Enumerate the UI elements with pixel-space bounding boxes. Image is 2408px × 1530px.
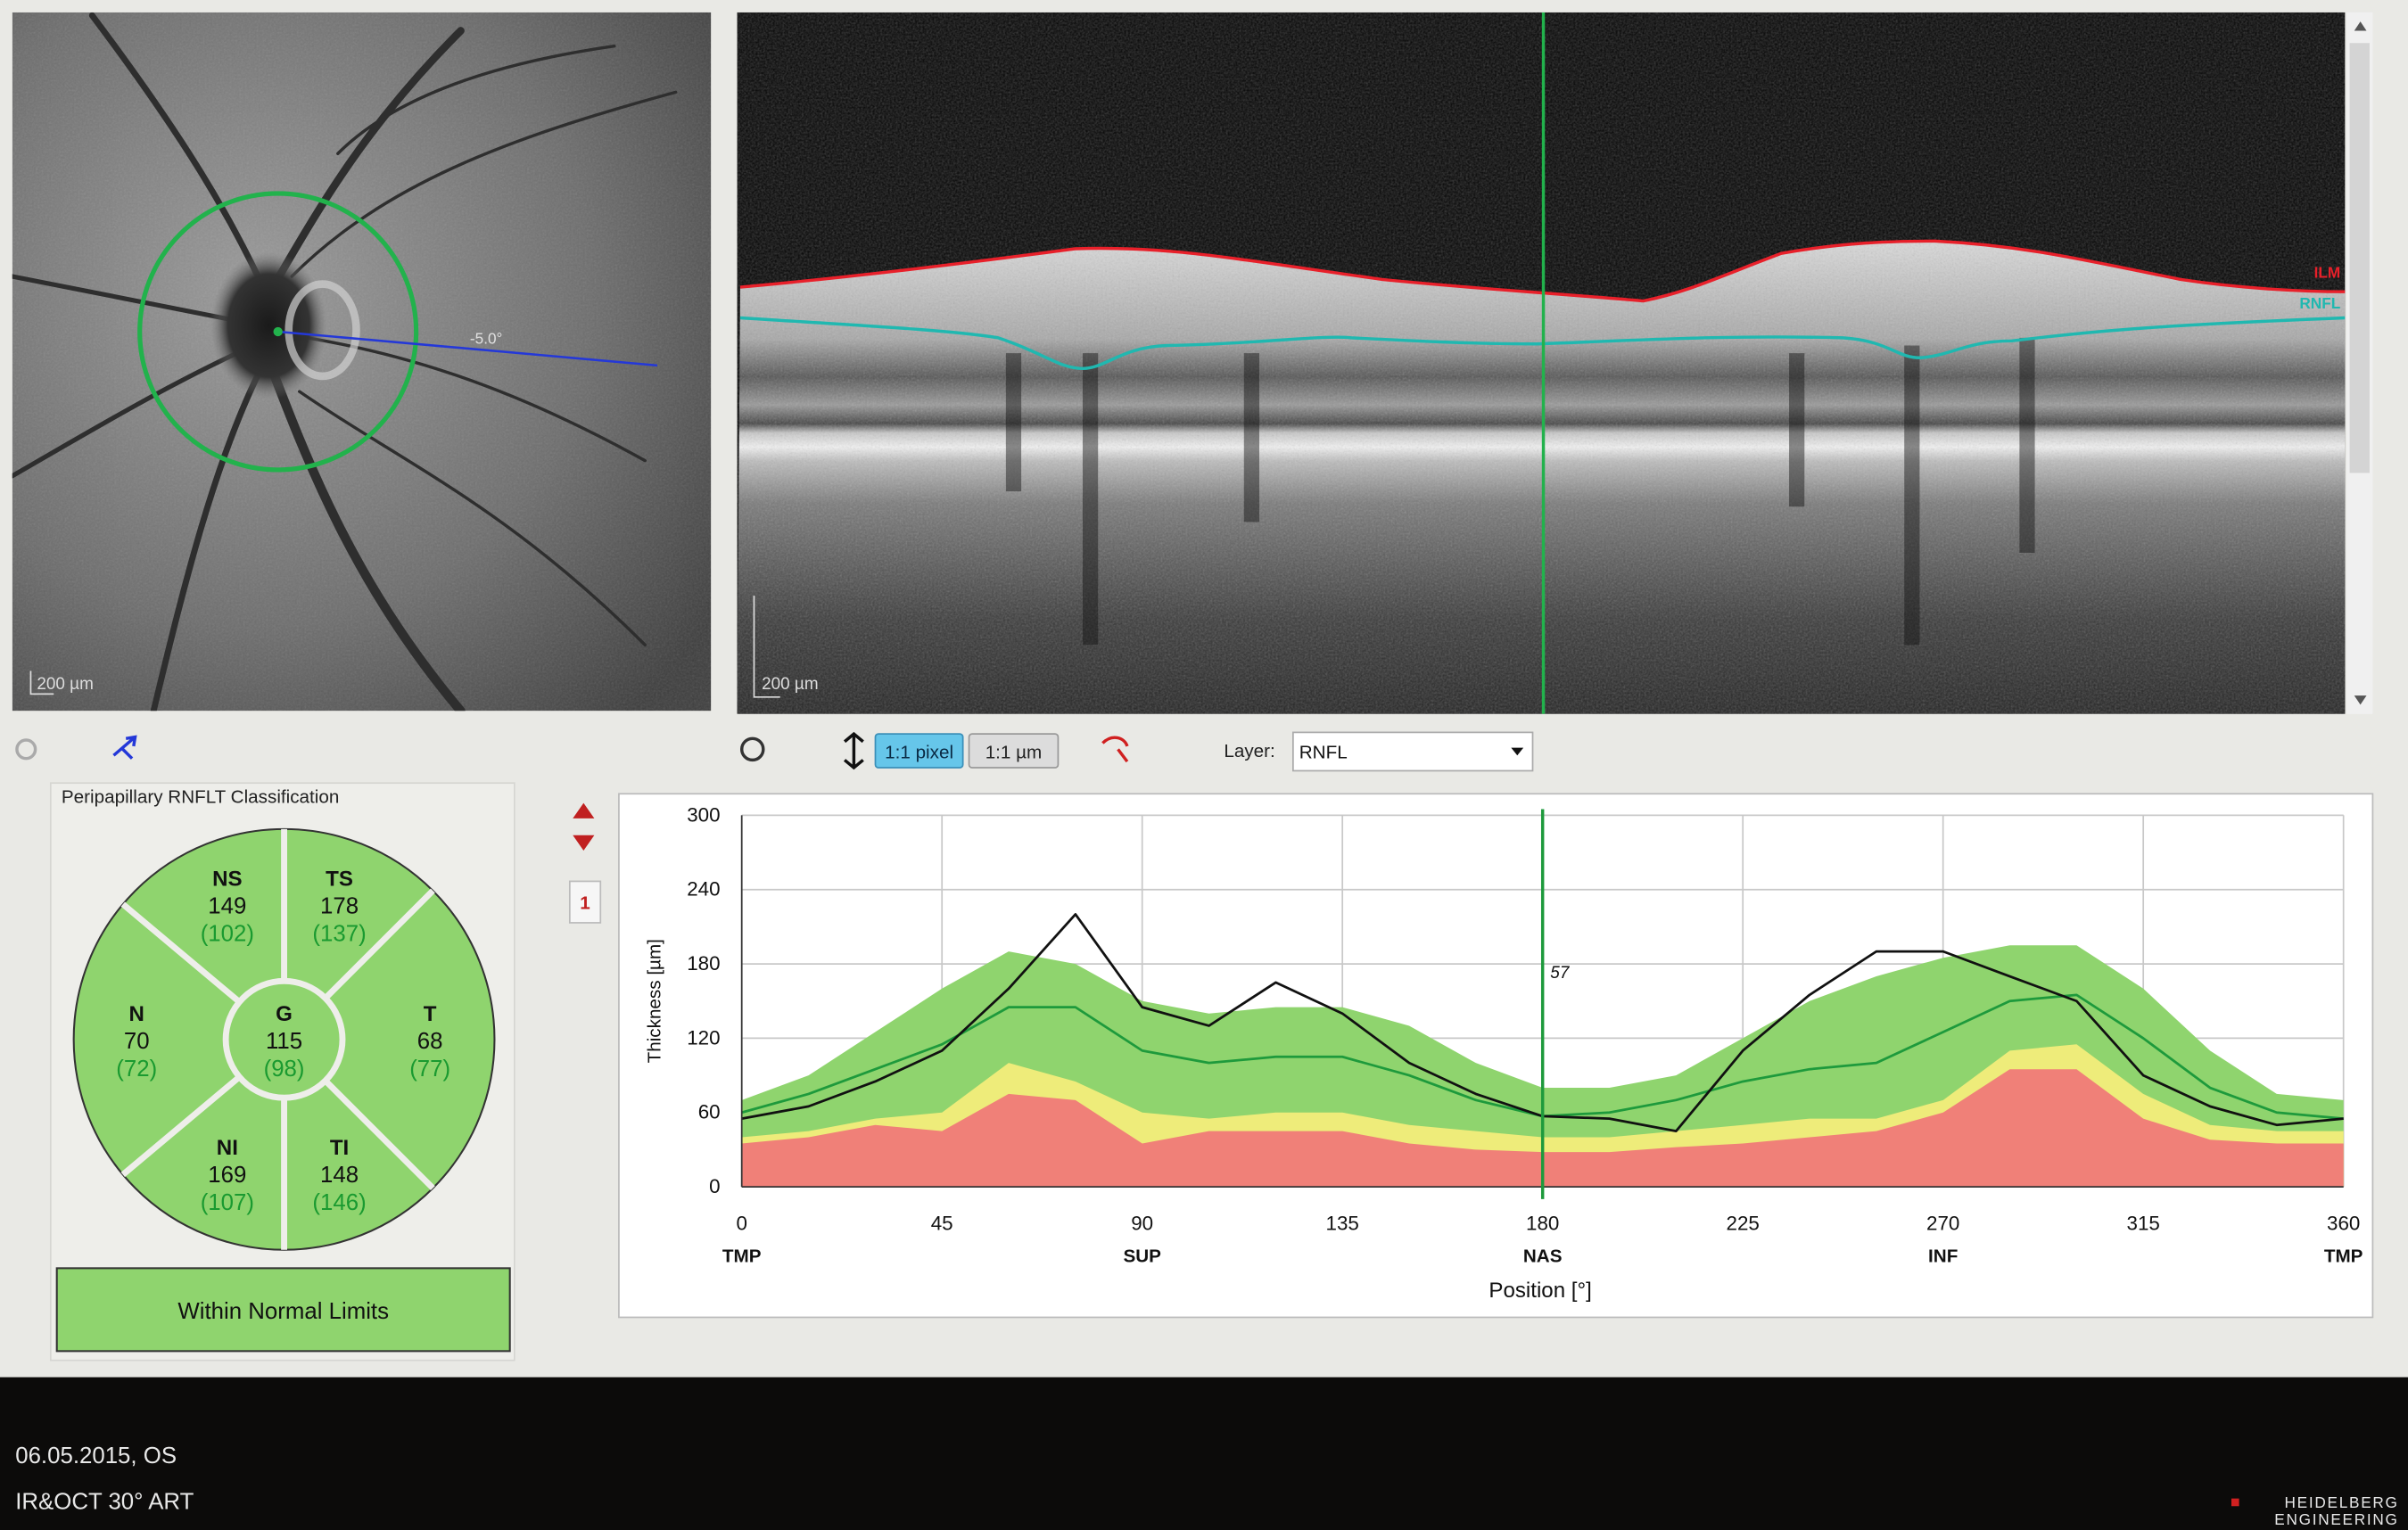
x-tick-label: 360 xyxy=(2327,1212,2360,1234)
layer-dropdown[interactable]: RNFL xyxy=(1292,731,1534,772)
sector-divider xyxy=(120,901,242,1005)
sector-value: 68 xyxy=(417,1029,443,1054)
x-tick-label: 90 xyxy=(1131,1212,1153,1234)
sector: NI 169(107) xyxy=(201,1136,254,1215)
button-label: 1:1 pixel xyxy=(885,743,953,763)
x-region-label: SUP xyxy=(1123,1246,1161,1266)
x-region-label: INF xyxy=(1928,1246,1958,1266)
panel-title: Peripapillary RNFLT Classification xyxy=(62,787,339,808)
sector-value: 149 xyxy=(208,894,246,919)
x-tick-label: 315 xyxy=(2127,1212,2160,1234)
sector-reference: (77) xyxy=(409,1057,450,1082)
sector-value: 148 xyxy=(320,1163,359,1188)
sector-name: N xyxy=(129,1002,144,1026)
x-tick-label: 135 xyxy=(1326,1212,1359,1234)
sector-reference: (72) xyxy=(116,1057,157,1082)
scale-label: 200 µm xyxy=(37,675,94,694)
button-label: 1:1 µm xyxy=(985,743,1043,763)
layer-edit-tool[interactable] xyxy=(1101,736,1129,763)
sector-value: 169 xyxy=(208,1163,246,1188)
sector-reference: (107) xyxy=(201,1190,254,1215)
hand-tool[interactable] xyxy=(739,736,765,762)
y-tick-label: 0 xyxy=(709,1175,720,1197)
sector: T 68 (77) xyxy=(409,1002,450,1082)
sector-divider xyxy=(323,888,435,1000)
sector-value: 115 xyxy=(266,1029,302,1054)
sector: TI 148(146) xyxy=(312,1136,366,1215)
angle-label: -5.0° xyxy=(470,330,503,348)
sector-value: 70 xyxy=(124,1029,150,1054)
x-tick-label: 270 xyxy=(1926,1212,1959,1234)
result-text: Within Normal Limits xyxy=(177,1299,389,1324)
sector-divider xyxy=(323,1078,435,1191)
rnfl-label: RNFL xyxy=(2299,294,2340,312)
x-tick-label: 45 xyxy=(931,1212,953,1234)
x-tick-label: 0 xyxy=(736,1212,746,1234)
layer-value: RNFL xyxy=(1299,743,1348,763)
scrollbar[interactable] xyxy=(2346,12,2373,714)
y-tick-label: 180 xyxy=(687,952,720,975)
y-axis-title: Thickness [µm] xyxy=(644,939,664,1063)
zoom-button[interactable]: 1:1 pixel xyxy=(874,733,964,769)
ilm-label: ILM xyxy=(2314,264,2341,282)
sector-name: TS xyxy=(326,868,353,892)
x-region-label: TMP xyxy=(2324,1246,2363,1266)
measure-tool[interactable] xyxy=(112,735,137,760)
scale-label: 200 µm xyxy=(762,675,819,694)
sector-name: T xyxy=(424,1002,437,1026)
sector-reference: (146) xyxy=(312,1190,366,1215)
x-region-label: TMP xyxy=(722,1246,762,1266)
band-area xyxy=(741,1069,2344,1188)
y-tick-label: 120 xyxy=(687,1026,720,1049)
sector-value: 178 xyxy=(320,894,359,919)
sector-name: NS xyxy=(212,868,242,892)
layer-label: Layer: xyxy=(1224,741,1274,761)
x-tick-label: 180 xyxy=(1526,1212,1559,1234)
y-tick-label: 240 xyxy=(687,878,720,901)
y-tick-label: 60 xyxy=(698,1101,721,1123)
page-indicator: 1 xyxy=(580,892,590,913)
fundus-image: -5.0° 200 µm xyxy=(12,12,712,712)
x-axis-title: Position [°] xyxy=(1489,1279,1591,1303)
sector-divider xyxy=(120,1074,242,1178)
cursor-value: 57 xyxy=(1550,964,1571,983)
classification-panel: Peripapillary RNFLT Classification Withi… xyxy=(49,782,515,1361)
sector-name: TI xyxy=(330,1136,349,1160)
sector: G 115 (98) xyxy=(264,1002,305,1082)
fit-tool[interactable] xyxy=(843,731,864,770)
logo-line: ENGINEERING xyxy=(2274,1510,2398,1528)
sector-name: G xyxy=(276,1002,293,1026)
logo-line: HEIDELBERG xyxy=(2285,1493,2399,1511)
y-tick-label: 300 xyxy=(687,803,720,826)
exam-type: IR&OCT 30° ART xyxy=(15,1490,194,1515)
footer: 06.05.2015, OS IR&OCT 30° ART HEIDELBERG… xyxy=(0,1377,2408,1530)
x-tick-label: 225 xyxy=(1727,1212,1760,1234)
x-region-label: NAS xyxy=(1523,1246,1563,1266)
sector-reference: (98) xyxy=(264,1057,305,1082)
sector-reference: (102) xyxy=(201,922,254,947)
page-box[interactable] xyxy=(568,880,602,924)
result-box: Within Normal Limits xyxy=(55,1267,511,1353)
thickness-chart: Position [°] Thickness [µm] 0 60 120 180 240… xyxy=(618,793,2374,1319)
exam-date: 06.05.2015, OS xyxy=(15,1444,177,1468)
zoom-button[interactable]: 1:1 µm xyxy=(968,733,1060,769)
sector-reference: (137) xyxy=(312,922,366,947)
oct-scan: ILM RNFL 200 µm xyxy=(737,12,2346,714)
page-arrows[interactable] xyxy=(573,802,595,851)
toolbar: 1:1 pixel 1:1 µm Layer: RNFL xyxy=(15,731,1534,772)
hand-tool[interactable] xyxy=(15,738,37,761)
sector: N 70 (72) xyxy=(116,1002,157,1082)
sector-name: NI xyxy=(217,1136,238,1160)
